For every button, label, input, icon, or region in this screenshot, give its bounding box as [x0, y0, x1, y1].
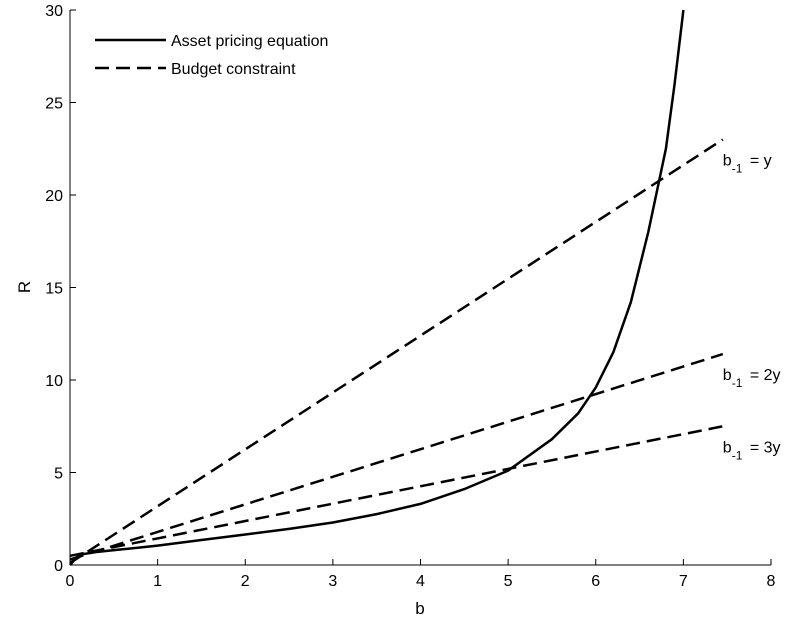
y-tick-label: 15: [45, 281, 63, 298]
x-tick-label: 4: [416, 573, 425, 590]
y-tick-label: 5: [54, 466, 63, 483]
y-tick-label: 10: [45, 373, 63, 390]
x-tick-label: 1: [153, 573, 162, 590]
x-tick-label: 5: [504, 573, 513, 590]
y-tick-label: 30: [45, 3, 63, 20]
legend-label-budget-constraint: Budget constraint: [171, 61, 296, 78]
budget-line-label: b-1 = y: [723, 153, 772, 176]
x-tick-label: 6: [591, 573, 600, 590]
legend: Asset pricing equation Budget constraint: [95, 33, 328, 78]
series-line-asset-pricing: [69, 9, 685, 566]
y-tick-label: 25: [45, 96, 63, 113]
x-tick-label: 2: [241, 573, 250, 590]
x-tick-label: 3: [328, 573, 337, 590]
series-line-budget-constraint-2: [69, 352, 724, 561]
budget-line-label: b-1 = 2y: [723, 367, 781, 390]
series-group: [69, 9, 724, 566]
budget-line-label: b-1 = 3y: [723, 439, 781, 462]
y-ticks: 0 5 10 15 20 25 30: [45, 3, 76, 575]
x-tick-label: 8: [767, 573, 776, 590]
legend-label-asset-pricing: Asset pricing equation: [171, 33, 328, 50]
x-tick-label: 7: [679, 573, 688, 590]
y-axis-title: R: [15, 281, 34, 293]
y-tick-label: 0: [54, 558, 63, 575]
x-tick-label: 0: [66, 573, 75, 590]
x-axis-title: b: [415, 599, 424, 618]
x-ticks: 0 1 2 3 4 5 6 7 8: [66, 559, 776, 590]
series-line-budget-constraint-3: [69, 425, 724, 558]
y-tick-label: 20: [45, 188, 63, 205]
series-line-budget-constraint-1: [69, 138, 724, 565]
annotations: b-1 = y b-1 = 2y b-1 = 3y: [723, 153, 781, 463]
